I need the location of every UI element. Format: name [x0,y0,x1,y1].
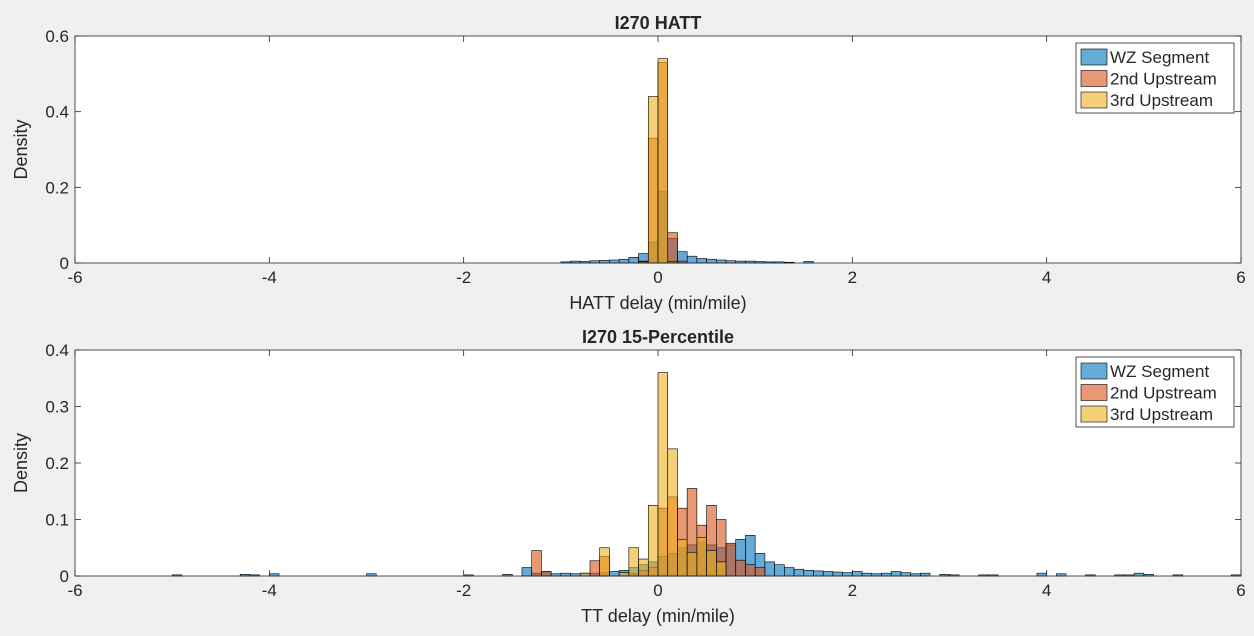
histogram-bar [920,572,931,577]
x-tick-label: 4 [1042,581,1051,600]
histogram-bar [677,538,688,577]
histogram-bar [560,572,571,577]
histogram-bar [822,571,834,577]
y-tick-label: 0.1 [45,511,69,530]
x-tick-label: 6 [1236,581,1245,600]
x-tick-label: 4 [1042,268,1051,287]
y-axis-label: Density [11,119,31,179]
x-tick-label: -2 [456,268,471,287]
legend-swatch [1080,405,1108,423]
x-axis-label: TT delay (min/mile) [581,606,735,626]
legend-swatch [1080,48,1108,66]
chart-2: -6 -4 -2 0 2 4 6 0 0.1 0.2 0.3 0.4 I270 15-Percentil… [11,327,1246,626]
histogram-bar [628,257,639,264]
histogram-bar [521,567,532,577]
x-tick-label: 2 [848,268,857,287]
histogram-bar [1133,572,1145,577]
chart-1: -6 -4 -2 0 2 4 6 0 0.2 0.4 0.6 I270 HATT HATT delay … [11,13,1246,313]
chart-title: I270 15-Percentile [582,327,734,347]
x-tick-label: 0 [653,581,662,600]
histogram-bar [754,567,766,577]
histogram-bar [647,505,659,577]
histogram-bar [638,558,649,577]
histogram-bar [784,567,795,577]
x-tick-label: -4 [262,268,277,287]
histogram-bar [735,559,746,577]
histogram-bar [667,448,678,577]
histogram-bar [852,571,863,577]
y-tick-label: 0.4 [45,103,69,122]
histogram-bar [657,58,669,264]
y-tick-label: 0 [60,254,69,273]
y-tick-label: 0.4 [45,341,69,360]
legend-swatch [1080,70,1108,87]
x-tick-label: -2 [456,581,471,600]
histogram-bar [589,560,601,577]
histogram-bar [609,571,620,577]
histogram-bar [745,564,756,577]
histogram-bar [541,571,552,577]
legend-label: 2nd Upstream [1110,384,1217,403]
histogram-bar [706,550,717,577]
histogram-bar [842,572,853,577]
histogram-bar [531,550,542,577]
x-tick-label: -6 [67,268,82,287]
chart-title: I270 HATT [615,13,702,33]
legend-label: 3rd Upstream [1110,91,1213,110]
histogram-bar [803,570,814,577]
histogram-bar [618,572,630,577]
histogram-bar [706,258,717,264]
x-tick-label: -6 [67,581,82,600]
histogram-bar [764,561,775,577]
y-tick-label: 0.3 [45,398,69,417]
y-tick-label: 0.6 [45,27,69,46]
legend-label: 3rd Upstream [1110,405,1213,424]
histogram-bar [579,572,591,577]
histogram-bar [832,571,843,577]
histogram-bar [696,537,707,577]
legend-swatch [1080,362,1108,380]
histogram-bar [861,572,873,577]
histogram-bar [715,561,727,577]
y-axis-label: Density [11,433,31,493]
legend-label: WZ Segment [1110,362,1209,381]
y-tick-label: 0.2 [45,178,69,197]
histogram-bar [657,372,669,577]
histogram-bar [667,232,678,264]
x-tick-label: -4 [262,581,277,600]
histogram-bar [725,542,737,577]
histogram-bar [647,96,659,264]
legend-label: WZ Segment [1110,48,1209,67]
legend: WZ Segment 2nd Upstream 3rd Upstream [1075,356,1235,428]
x-tick-label: 2 [848,581,857,600]
histogram-bar [696,258,707,264]
histogram-bar [774,564,785,577]
legend-swatch [1080,384,1108,401]
legend-swatch [1080,91,1108,109]
histogram-bar [609,259,620,264]
legend-label: 2nd Upstream [1110,70,1217,89]
x-tick-label: 0 [653,268,662,287]
x-axis-label: HATT delay (min/mile) [569,293,746,313]
x-tick-label: 6 [1236,268,1245,287]
histogram-bar [686,255,698,264]
histogram-bar [900,572,911,577]
histogram-bar [628,547,639,577]
histogram-bar [1036,572,1047,577]
series-3rd-upstream [579,372,727,577]
y-tick-label: 0.2 [45,454,69,473]
histogram-bar [890,571,902,577]
histogram-bar [599,547,610,577]
histogram-bar [686,551,698,577]
histogram-bar [618,258,630,264]
histogram-bar [881,572,892,577]
histogram-bar [793,568,805,577]
legend: WZ Segment 2nd Upstream 3rd Upstream [1075,42,1235,114]
histogram-bar [813,570,824,577]
y-tick-label: 0 [60,567,69,586]
histogram-bar [715,259,727,264]
